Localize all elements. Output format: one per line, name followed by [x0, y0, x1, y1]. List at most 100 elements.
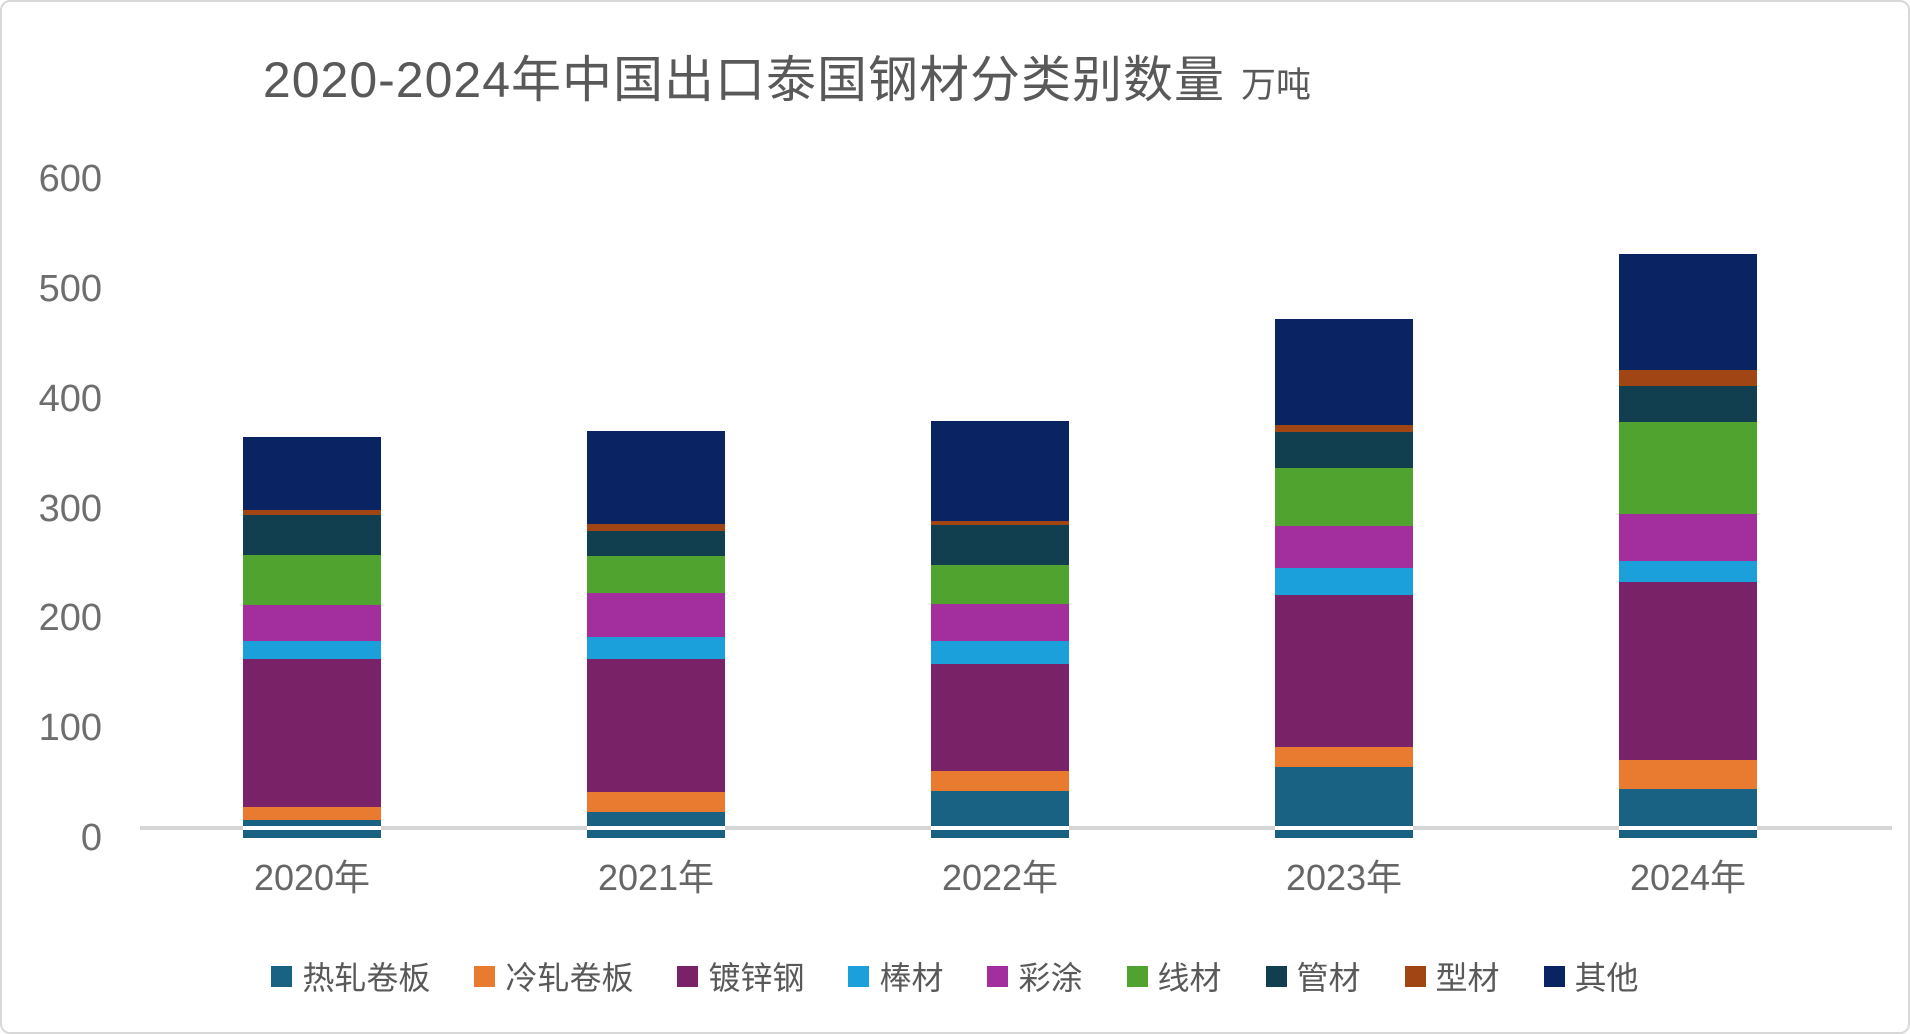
bar-segment [587, 530, 725, 556]
axis-line-bar-gap [243, 826, 381, 830]
bar-segment [931, 420, 1069, 521]
bar-segment [243, 605, 381, 642]
chart-title-unit: 万吨 [1241, 66, 1312, 105]
x-axis-label: 2022年 [941, 857, 1059, 898]
legend-item: 线材 [1126, 953, 1222, 999]
legend-item: 管材 [1265, 953, 1361, 999]
y-axis: 0 100 200 300 400 500 600 [2, 2, 102, 902]
bar-segment [587, 637, 725, 659]
legend-swatch-icon [1543, 965, 1565, 987]
y-tick-label: 100 [38, 707, 102, 750]
bar-segment [1619, 514, 1757, 562]
bar-segment [587, 523, 725, 531]
legend-label: 镀锌钢 [708, 960, 805, 996]
y-tick-label: 600 [38, 158, 102, 200]
bar-segment [587, 811, 725, 838]
legend-item: 彩涂 [987, 953, 1083, 999]
legend-label: 热轧卷板 [302, 960, 431, 996]
bar-segment [587, 430, 725, 524]
bar-segment [243, 807, 381, 821]
bar-segment [1619, 253, 1757, 371]
legend-swatch-icon [1265, 965, 1287, 987]
bar-segment [1619, 760, 1757, 789]
bar-segment [1275, 425, 1413, 432]
legend-swatch-icon [987, 965, 1009, 987]
y-tick-label: 300 [38, 487, 102, 530]
bar-segment [1619, 370, 1757, 386]
bar-segment [1275, 746, 1413, 767]
bar-segment [243, 641, 381, 659]
y-tick-label: 0 [80, 817, 102, 859]
bar-segment [587, 658, 725, 792]
bar-segment [243, 659, 381, 808]
legend: 热轧卷板 冷轧卷板 镀锌钢 棒材 彩涂 线材 管材 型材 其他 [2, 946, 1908, 1006]
legend-item: 镀锌钢 [677, 953, 804, 999]
bar-segment [931, 771, 1069, 791]
x-axis-label: 2021年 [597, 857, 715, 898]
bar-segment [931, 664, 1069, 772]
bar-segment [1619, 582, 1757, 761]
x-axis-label: 2023年 [1285, 857, 1403, 898]
legend-label: 彩涂 [1018, 960, 1083, 996]
chart-title: 2020-2024年中国出口泰国钢材分类别数量 万吨 [2, 40, 1572, 112]
chart-title-text: 2020-2024年中国出口泰国钢材分类别数量 [262, 52, 1226, 108]
y-tick-label: 200 [38, 597, 102, 640]
legend-swatch-icon [1126, 965, 1148, 987]
x-axis-label: 2024年 [1629, 857, 1747, 898]
legend-label: 其他 [1574, 960, 1639, 996]
legend-swatch-icon [474, 965, 496, 987]
legend-swatch-icon [1404, 965, 1426, 987]
legend-swatch-icon [848, 965, 870, 987]
x-axis-labels: 2020年 2021年 2022年 2023年 2024年 [140, 858, 1860, 898]
bar-2024年 [1516, 2, 1860, 838]
axis-line-bar-gap [931, 826, 1069, 830]
bar-segment [243, 437, 381, 510]
bar-segment [1619, 561, 1757, 583]
axis-line-bar-gap [1619, 826, 1757, 830]
legend-label: 棒材 [879, 960, 944, 996]
plot-area [140, 2, 1860, 838]
bar-segment [1275, 318, 1413, 426]
bar-segment [243, 509, 381, 516]
bar-segment [931, 520, 1069, 526]
y-tick-label: 500 [38, 267, 102, 310]
legend-label: 管材 [1296, 960, 1361, 996]
legend-swatch-icon [271, 965, 293, 987]
legend-item: 棒材 [848, 953, 943, 999]
legend-item: 型材 [1404, 953, 1500, 999]
bar-segment [587, 555, 725, 594]
bar-segment [243, 515, 381, 555]
bar-segment [931, 525, 1069, 565]
bar-segment [1275, 526, 1413, 568]
x-axis-label: 2020年 [253, 857, 371, 898]
bar-segment [931, 641, 1069, 665]
bar-segment [1275, 431, 1413, 468]
legend-item: 其他 [1543, 953, 1639, 999]
bar-segment [931, 604, 1069, 642]
bar-segment [1275, 467, 1413, 527]
bar-segment [587, 593, 725, 638]
bar-segment [931, 790, 1069, 838]
legend-item: 热轧卷板 [271, 953, 430, 999]
bar-segment [1619, 788, 1757, 838]
bar-2021年 [484, 2, 828, 838]
legend-label: 线材 [1157, 960, 1222, 996]
bar-segment [587, 791, 725, 812]
bar-segment [1275, 567, 1413, 596]
legend-swatch-icon [677, 965, 699, 987]
legend-label: 型材 [1435, 960, 1500, 996]
legend-item: 冷轧卷板 [474, 953, 633, 999]
bar-2020年 [140, 2, 484, 838]
y-tick-label: 400 [38, 377, 102, 420]
bar-segment [1275, 595, 1413, 747]
bar-segment [1619, 421, 1757, 515]
axis-line-bar-gap [1275, 826, 1413, 830]
bar-segment [931, 564, 1069, 605]
bar-2023年 [1172, 2, 1516, 838]
axis-line-bar-gap [587, 826, 725, 830]
bar-segment [243, 554, 381, 606]
bar-2022年 [828, 2, 1172, 838]
bar-segment [1619, 385, 1757, 422]
legend-label: 冷轧卷板 [505, 960, 634, 996]
